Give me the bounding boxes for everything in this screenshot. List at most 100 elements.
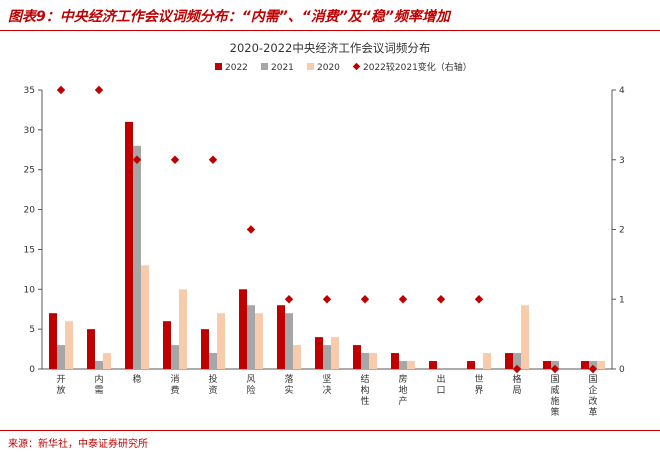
legend-swatch-change — [352, 62, 361, 71]
chart: 2020-2022中央经济工作会议词频分布 2022 2021 2020 2022较2… — [24, 41, 625, 418]
category-label-国企改革: 国企改革 — [588, 374, 597, 418]
left-tick-label: 0 — [29, 365, 35, 375]
marker-change-稳 — [132, 155, 142, 164]
marker-change-落实 — [284, 295, 294, 304]
bar-2022-世界 — [467, 361, 475, 369]
category-label-内需: 内需 — [94, 373, 103, 396]
bar-2021-投资 — [209, 353, 217, 369]
bar-2022-风险 — [239, 289, 247, 369]
chart-legend: 2022 2021 2020 2022较2021变化（右轴） — [215, 61, 472, 73]
marker-change-消费 — [170, 155, 180, 164]
category-label-消费: 消费 — [170, 373, 179, 396]
bar-2022-出口 — [429, 361, 437, 369]
left-tick-label: 15 — [24, 245, 35, 255]
bar-2020-风险 — [255, 313, 263, 369]
marker-change-投资 — [208, 155, 218, 164]
bar-2021-坚决 — [323, 345, 331, 369]
bar-2020-坚决 — [331, 337, 339, 369]
bar-2021-开放 — [57, 345, 65, 369]
left-tick-label: 30 — [24, 126, 36, 136]
bar-2020-房地产 — [407, 361, 415, 369]
chart-bars — [49, 121, 605, 369]
marker-change-世界 — [474, 295, 484, 304]
bar-2020-开放 — [65, 321, 73, 369]
bar-2021-风险 — [247, 305, 255, 369]
bar-2022-国企改革 — [581, 361, 589, 369]
marker-change-格局 — [512, 364, 522, 374]
bar-2022-落实 — [277, 305, 285, 369]
marker-change-国威施策 — [550, 364, 560, 374]
bar-2021-稳 — [133, 145, 141, 369]
marker-change-内需 — [94, 85, 104, 95]
marker-change-风险 — [246, 225, 256, 234]
bar-2021-内需 — [95, 361, 103, 369]
chart-markers — [56, 85, 598, 374]
bar-2021-结构性 — [361, 353, 369, 369]
category-label-风险: 风险 — [246, 374, 255, 396]
bar-2022-国威施策 — [543, 361, 551, 369]
bar-2020-国企改革 — [597, 361, 605, 369]
bar-2021-消费 — [171, 345, 179, 369]
bar-2022-投资 — [201, 329, 209, 369]
bar-2020-投资 — [217, 313, 225, 369]
category-labels: 开放 内需 稳 消费 投资 风险 落实 坚决 结构性 房地产 出口 世界 格局 国威施策 国企改革 — [56, 373, 597, 418]
bar-2020-世界 — [483, 353, 491, 369]
category-label-落实: 落实 — [284, 373, 293, 396]
figure-footer: 来源：新华社，中泰证券研究所 — [0, 430, 660, 452]
bar-2020-落实 — [293, 345, 301, 369]
legend-swatch-2021 — [261, 63, 268, 70]
legend-swatch-2020 — [307, 63, 314, 70]
bar-2021-房地产 — [399, 361, 407, 369]
legend-label: 2020 — [317, 63, 340, 73]
bar-2022-结构性 — [353, 345, 361, 369]
category-label-房地产: 房地产 — [398, 373, 407, 407]
bar-2022-房地产 — [391, 353, 399, 369]
legend-label: 2022 — [225, 63, 248, 73]
bar-2022-内需 — [87, 329, 95, 369]
bar-2022-稳 — [125, 121, 133, 369]
marker-change-开放 — [56, 85, 66, 95]
bar-2022-格局 — [505, 353, 513, 369]
category-label-结构性: 结构性 — [360, 373, 369, 407]
marker-change-房地产 — [398, 295, 408, 304]
figure-header: 图表9：中央经济工作会议词频分布：“内需”、“消费”及“稳”频率增加 — [0, 0, 660, 31]
category-label-世界: 世界 — [474, 373, 483, 396]
marker-change-出口 — [436, 295, 446, 304]
category-label-出口: 出口 — [436, 373, 445, 396]
bar-2021-格局 — [513, 353, 521, 369]
bar-2021-落实 — [285, 313, 293, 369]
left-tick-label: 25 — [24, 166, 35, 176]
right-tick-label: 1 — [619, 295, 625, 305]
marker-change-国企改革 — [588, 364, 598, 374]
category-label-开放: 开放 — [56, 374, 65, 396]
category-label-坚决: 坚决 — [322, 374, 331, 396]
category-label-稳: 稳 — [132, 373, 141, 385]
chart-axes: 0 5 10 15 20 25 30 35 0 1 2 3 4 — [24, 86, 625, 375]
legend-label: 2021 — [271, 63, 294, 73]
bar-2020-消费 — [179, 289, 187, 369]
right-tick-label: 0 — [619, 365, 625, 375]
right-tick-label: 2 — [619, 226, 625, 236]
bar-2022-消费 — [163, 321, 171, 369]
marker-change-结构性 — [360, 295, 370, 304]
category-label-格局: 格局 — [512, 373, 521, 396]
bar-2020-稳 — [141, 265, 149, 369]
bar-2020-内需 — [103, 353, 111, 369]
bar-2020-结构性 — [369, 353, 377, 369]
category-label-投资: 投资 — [208, 373, 217, 396]
source-note: 来源：新华社，中泰证券研究所 — [8, 439, 148, 450]
left-tick-label: 20 — [24, 206, 36, 216]
marker-change-坚决 — [322, 295, 332, 304]
legend-label: 2022较2021变化（右轴） — [363, 61, 472, 73]
chart-title: 2020-2022中央经济工作会议词频分布 — [230, 41, 431, 55]
left-tick-label: 10 — [24, 285, 36, 295]
legend-swatch-2022 — [215, 63, 222, 70]
bar-2022-坚决 — [315, 337, 323, 369]
figure-title: 图表9：中央经济工作会议词频分布：“内需”、“消费”及“稳”频率增加 — [8, 9, 450, 25]
category-label-国威施策: 国威施策 — [550, 374, 559, 418]
bar-2022-开放 — [49, 313, 57, 369]
bar-2020-格局 — [521, 305, 529, 369]
left-tick-label: 5 — [29, 325, 35, 335]
right-tick-label: 4 — [619, 86, 625, 96]
left-tick-label: 35 — [24, 86, 35, 96]
